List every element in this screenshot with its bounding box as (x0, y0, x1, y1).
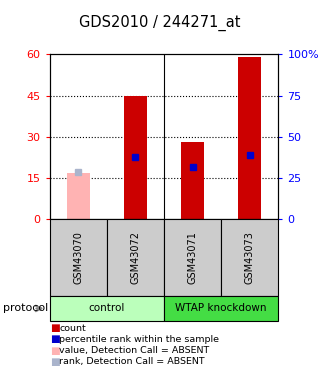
Text: control: control (89, 303, 125, 313)
Text: ■: ■ (50, 323, 59, 333)
Text: count: count (59, 324, 86, 333)
Text: percentile rank within the sample: percentile rank within the sample (59, 335, 219, 344)
Text: ■: ■ (50, 334, 59, 344)
Bar (238, 57, 261, 219)
Text: ■: ■ (50, 357, 59, 367)
Text: protocol: protocol (3, 303, 48, 313)
Text: rank, Detection Call = ABSENT: rank, Detection Call = ABSENT (59, 357, 205, 366)
Text: GSM43070: GSM43070 (73, 231, 83, 284)
Text: GSM43073: GSM43073 (245, 231, 255, 284)
Text: value, Detection Call = ABSENT: value, Detection Call = ABSENT (59, 346, 210, 355)
Text: ■: ■ (50, 346, 59, 355)
Text: GSM43071: GSM43071 (188, 231, 197, 284)
Bar (67, 172, 90, 219)
Bar (124, 96, 147, 219)
Text: WTAP knockdown: WTAP knockdown (175, 303, 267, 313)
Bar (181, 142, 204, 219)
Text: GDS2010 / 244271_at: GDS2010 / 244271_at (79, 14, 241, 31)
Text: GSM43072: GSM43072 (131, 231, 140, 284)
